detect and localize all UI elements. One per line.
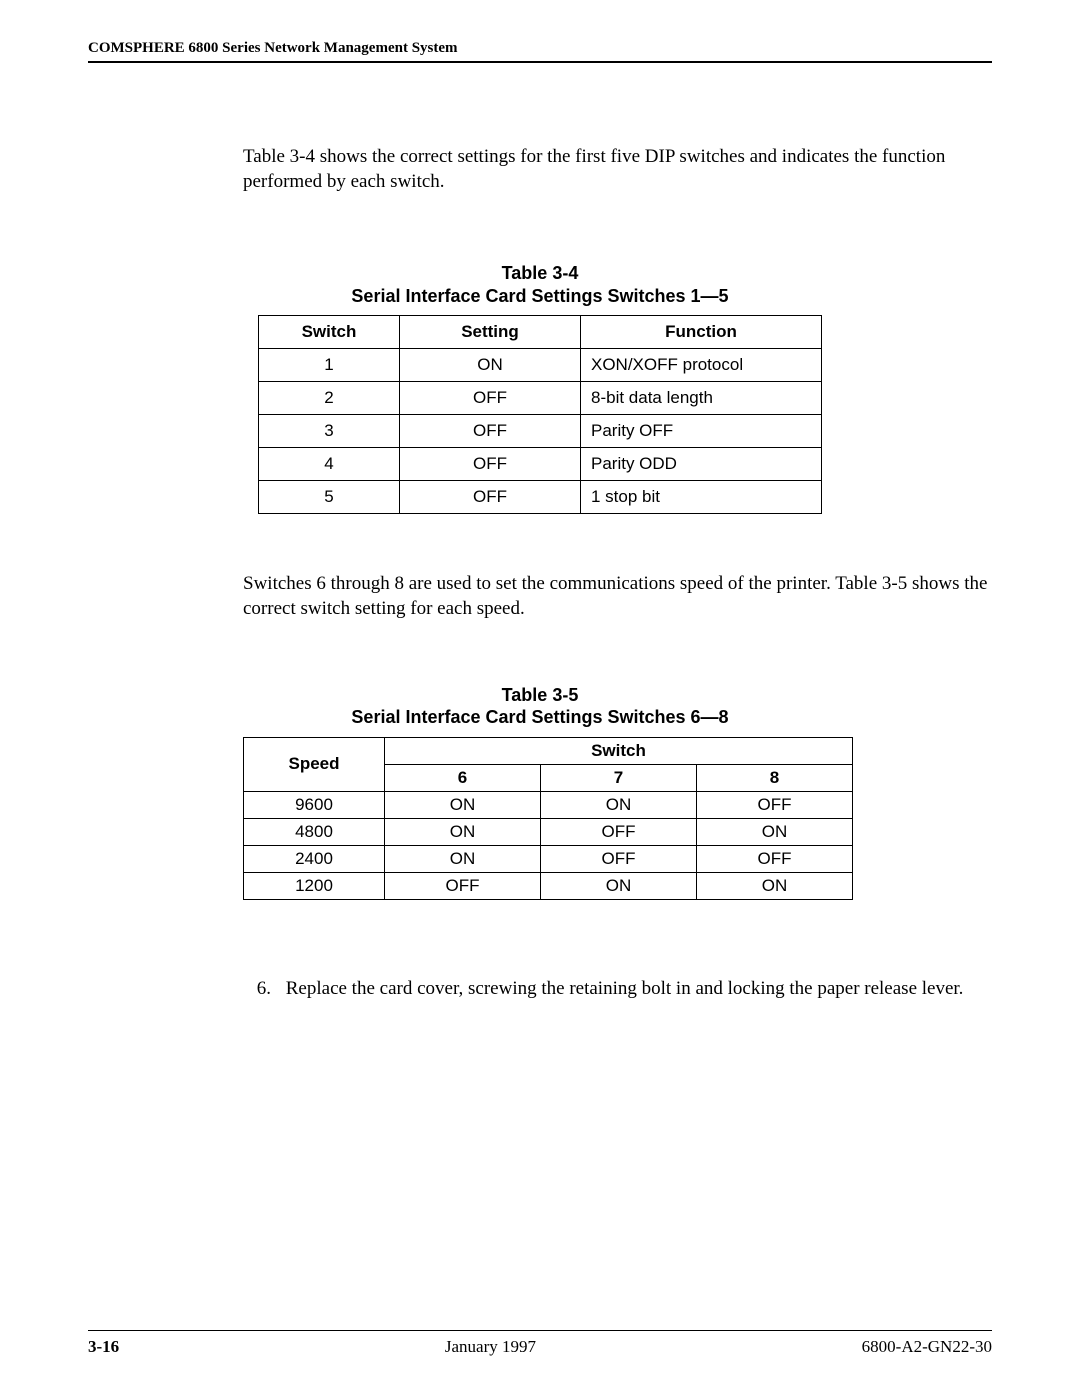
table-row: 1 ON XON/XOFF protocol [259,349,822,382]
intro-paragraph-2: Switches 6 through 8 are used to set the… [243,572,992,621]
table-row: 2400 ON OFF OFF [244,845,853,872]
cell: 3 [259,415,400,448]
cell: 9600 [244,791,385,818]
cell: 8-bit data length [581,382,822,415]
table-row: 1200 OFF ON ON [244,872,853,899]
cell: 1 [259,349,400,382]
cell: ON [697,818,853,845]
table-row: Switch Setting Function [259,316,822,349]
cell: 5 [259,481,400,514]
cell: Parity ODD [581,448,822,481]
footer-date: January 1997 [445,1337,536,1357]
cell: OFF [400,382,581,415]
cell: 2400 [244,845,385,872]
cell: OFF [697,791,853,818]
cell: ON [541,872,697,899]
table-3-5-col-switch-group: Switch [385,737,853,764]
cell: 1 stop bit [581,481,822,514]
cell: OFF [541,818,697,845]
table-3-4-col-switch: Switch [259,316,400,349]
step-6-text: Replace the card cover, screwing the ret… [286,978,964,999]
cell: ON [385,845,541,872]
cell: OFF [400,448,581,481]
table-3-5-caption-line1: Table 3-5 [502,685,579,705]
page: COMSPHERE 6800 Series Network Management… [0,0,1080,1397]
cell: ON [697,872,853,899]
cell: OFF [385,872,541,899]
table-3-5: Speed Switch 6 7 8 9600 ON ON OFF 4800 O… [243,737,853,900]
cell: OFF [541,845,697,872]
table-row: 4800 ON OFF ON [244,818,853,845]
cell: OFF [400,481,581,514]
table-3-4-caption: Table 3-4 Serial Interface Card Settings… [88,262,992,307]
cell: ON [400,349,581,382]
page-footer: 3-16 January 1997 6800-A2-GN22-30 [88,1330,992,1357]
table-3-4: Switch Setting Function 1 ON XON/XOFF pr… [258,315,822,514]
step-6: 6. Replace the card cover, screwing the … [243,978,992,1000]
table-row: Speed Switch [244,737,853,764]
table-row: 5 OFF 1 stop bit [259,481,822,514]
running-head: COMSPHERE 6800 Series Network Management… [88,40,992,63]
table-3-4-caption-line1: Table 3-4 [502,263,579,283]
table-row: 3 OFF Parity OFF [259,415,822,448]
table-row: 4 OFF Parity ODD [259,448,822,481]
table-3-5-col-8: 8 [697,764,853,791]
footer-page-number: 3-16 [88,1337,119,1357]
table-row: 9600 ON ON OFF [244,791,853,818]
cell: ON [541,791,697,818]
cell: 4800 [244,818,385,845]
cell: Parity OFF [581,415,822,448]
cell: OFF [697,845,853,872]
cell: 1200 [244,872,385,899]
cell: ON [385,818,541,845]
footer-doc-number: 6800-A2-GN22-30 [862,1337,992,1357]
table-3-4-col-function: Function [581,316,822,349]
cell: 2 [259,382,400,415]
table-3-5-caption: Table 3-5 Serial Interface Card Settings… [88,684,992,729]
table-3-4-caption-line2: Serial Interface Card Settings Switches … [351,286,728,306]
cell: 4 [259,448,400,481]
table-3-5-col-7: 7 [541,764,697,791]
step-6-number: 6. [243,978,271,1000]
table-3-5-col-speed: Speed [244,737,385,791]
table-row: 2 OFF 8-bit data length [259,382,822,415]
cell: ON [385,791,541,818]
cell: OFF [400,415,581,448]
cell: XON/XOFF protocol [581,349,822,382]
table-3-4-col-setting: Setting [400,316,581,349]
intro-paragraph-1: Table 3-4 shows the correct settings for… [243,145,992,194]
table-3-5-caption-line2: Serial Interface Card Settings Switches … [351,707,728,727]
table-3-5-col-6: 6 [385,764,541,791]
